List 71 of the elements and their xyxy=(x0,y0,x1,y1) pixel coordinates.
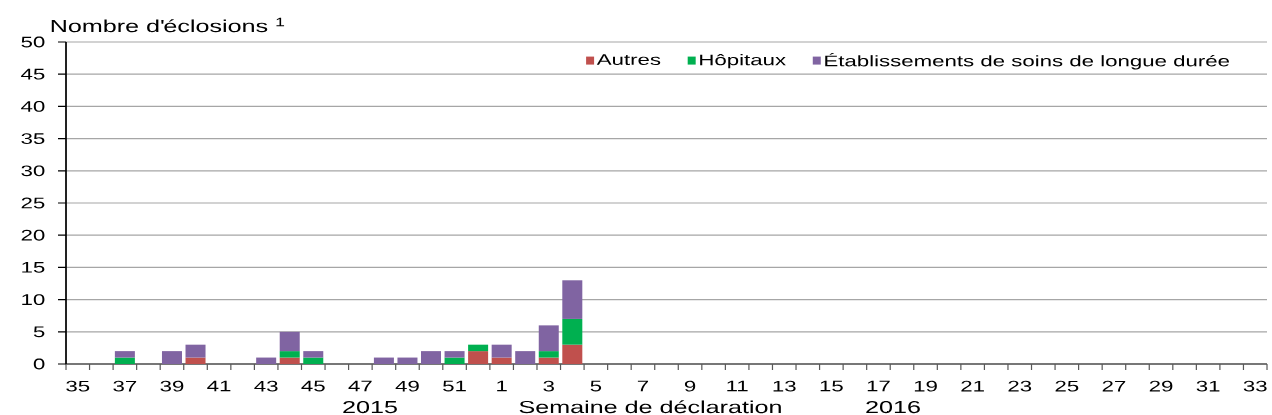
bar xyxy=(279,331,300,352)
x-tick-label: 31 xyxy=(1196,380,1220,392)
bar xyxy=(397,357,418,364)
x-tick-label: 19 xyxy=(914,380,937,392)
x-tick-label: 21 xyxy=(961,380,984,392)
bar xyxy=(114,351,135,358)
x-tick-label: 23 xyxy=(1008,380,1032,392)
x-tick-label: 51 xyxy=(443,380,466,392)
x-tick-label: 39 xyxy=(160,380,184,392)
legend-label: Autres xyxy=(596,54,661,66)
bar xyxy=(279,351,300,358)
x-tick-label: 27 xyxy=(1102,380,1126,392)
x-tick-label: 3 xyxy=(543,380,554,392)
x-tick-label: 17 xyxy=(867,380,890,392)
x-tick-label: 29 xyxy=(1149,380,1173,392)
y-tick-label: 40 xyxy=(21,100,45,112)
bar xyxy=(538,325,559,352)
x-tick-label: 33 xyxy=(1243,380,1267,392)
x-tick-label: 7 xyxy=(637,380,649,392)
bar xyxy=(256,357,277,364)
legend-label: Hôpitaux xyxy=(700,54,786,69)
bar xyxy=(279,357,300,364)
y-tick-label: 10 xyxy=(22,294,45,306)
bar xyxy=(515,351,536,364)
bar xyxy=(538,357,559,364)
legend-label: Établissements de soins de longue durée xyxy=(825,52,1229,70)
bar xyxy=(444,357,465,364)
x-tick-label: 37 xyxy=(113,380,137,392)
bar xyxy=(303,357,324,364)
x-tick-label: 1 xyxy=(497,380,507,392)
bar xyxy=(468,351,489,364)
x-tick-label: 41 xyxy=(207,380,231,392)
y-tick-label: 20 xyxy=(21,229,45,241)
bar xyxy=(562,318,583,345)
text: 2015 xyxy=(343,400,397,414)
x-tick-label: 15 xyxy=(820,380,843,392)
y-tick-label: 35 xyxy=(21,133,45,145)
y-tick-label: 0 xyxy=(33,358,45,370)
bar xyxy=(185,344,206,358)
bar xyxy=(444,351,465,358)
bar xyxy=(562,344,583,364)
y-tick-label: 5 xyxy=(33,326,45,338)
bar xyxy=(373,357,394,364)
y-tick-label: 50 xyxy=(21,36,45,48)
x-tick-label: 45 xyxy=(301,380,325,392)
x-tick-label: 49 xyxy=(395,380,419,392)
text: 2016 xyxy=(866,400,920,414)
y-tick-label: 15 xyxy=(22,262,45,273)
x-tick-label: 13 xyxy=(773,380,796,392)
x-tick-label: 47 xyxy=(348,380,372,392)
bar xyxy=(114,357,135,364)
bar xyxy=(421,351,442,364)
bar xyxy=(468,344,489,352)
y-tick-label: 25 xyxy=(21,197,45,209)
y-tick-label: 30 xyxy=(21,165,45,177)
y-tick-label: 45 xyxy=(21,68,45,80)
x-tick-label: 5 xyxy=(590,380,602,392)
x-tick-label: 9 xyxy=(684,380,696,392)
x-tick-label: 35 xyxy=(66,380,90,392)
bar xyxy=(491,344,512,358)
y-axis-title: Nombre d'éclosions $^{1}$ xyxy=(51,17,285,33)
x-tick-label: 25 xyxy=(1055,380,1079,392)
bar xyxy=(161,351,182,364)
x-axis-title: Semaine de déclaration xyxy=(519,400,781,414)
bar xyxy=(562,280,583,319)
bar xyxy=(538,351,559,358)
x-tick-label: 11 xyxy=(727,380,748,392)
bar xyxy=(303,351,324,358)
bar xyxy=(185,357,206,364)
bar xyxy=(491,357,512,364)
x-tick-label: 43 xyxy=(254,380,278,392)
